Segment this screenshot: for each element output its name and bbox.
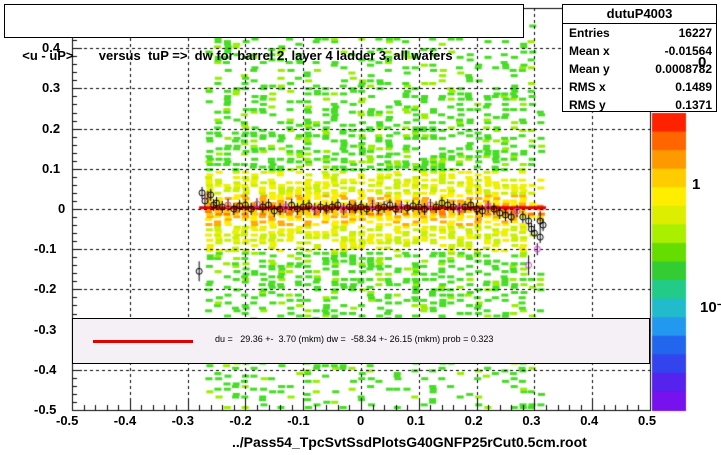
x-tick-label: -0.5 bbox=[56, 413, 79, 428]
stats-row-mean-x: Mean x -0.01564 bbox=[563, 42, 716, 60]
x-tick-label: -0.2 bbox=[229, 413, 252, 428]
x-axis-label: ../Pass54_TpcSvtSsdPlotsG40GNFP25rCut0.5… bbox=[232, 434, 587, 450]
stats-box: dutuP4003 Entries 16227 Mean x -0.01564 … bbox=[562, 4, 717, 112]
y-tick-label: -0.5 bbox=[34, 402, 57, 417]
x-tick-label: 0.5 bbox=[638, 413, 657, 428]
stats-value: 16227 bbox=[678, 26, 712, 40]
stats-value: 0.0008782 bbox=[655, 62, 712, 76]
x-tick-label: 0.3 bbox=[522, 413, 541, 428]
colorbar-label-01: 10⁻¹ bbox=[700, 299, 721, 316]
stats-value: 0.1371 bbox=[675, 98, 712, 112]
y-tick-label: 0.1 bbox=[42, 160, 61, 176]
x-tick-label: -0.1 bbox=[287, 413, 310, 428]
colorbar-top-label: 0 bbox=[698, 54, 707, 71]
x-tick-label: 0 bbox=[357, 413, 365, 428]
y-tick-label: 0.2 bbox=[42, 120, 61, 136]
stats-row-rms-x: RMS x 0.1489 bbox=[563, 78, 716, 96]
colorbar-label-1: 1 bbox=[692, 176, 701, 193]
stats-row-rms-y: RMS y 0.1371 bbox=[563, 96, 716, 114]
x-tick-label: -0.4 bbox=[113, 413, 137, 428]
fit-legend-box: du = 29.36 +- 3.70 (mkm) dw = -58.34 +- … bbox=[72, 318, 650, 364]
stats-value: -0.01564 bbox=[664, 44, 712, 58]
x-tick-label: 0.1 bbox=[406, 413, 425, 428]
y-tick-label: -0.1 bbox=[34, 241, 57, 257]
fit-line-swatch bbox=[93, 340, 193, 343]
stats-row-mean-y: Mean y 0.0008782 bbox=[563, 60, 716, 78]
chart-title: <u - uP> versus tuP => dw for barrel 2, … bbox=[4, 4, 524, 63]
y-tick-label: -0.4 bbox=[34, 361, 57, 377]
fit-result-text: du = 29.36 +- 3.70 (mkm) dw = -58.34 +- … bbox=[215, 334, 494, 344]
stats-label: Mean x bbox=[569, 44, 610, 58]
x-tick-label: 0.4 bbox=[580, 413, 599, 428]
y-tick-label: 0 bbox=[58, 201, 66, 216]
stats-label: Mean y bbox=[569, 62, 610, 76]
stats-value: 0.1489 bbox=[675, 80, 712, 94]
y-tick-label: -0.2 bbox=[34, 281, 57, 297]
stats-label: RMS y bbox=[569, 98, 606, 112]
x-tick-label: 0.2 bbox=[464, 413, 483, 428]
stats-name: dutuP4003 bbox=[563, 5, 716, 24]
x-tick-label: -0.3 bbox=[171, 413, 194, 428]
y-tick-label: 0.4 bbox=[42, 40, 60, 55]
y-tick-label: -0.3 bbox=[34, 321, 57, 337]
y-tick-label: 0.3 bbox=[42, 80, 61, 96]
chart-title-text: <u - uP> versus tuP => dw for barrel 2, … bbox=[22, 48, 453, 63]
stats-label: Entries bbox=[569, 26, 610, 40]
stats-label: RMS x bbox=[569, 80, 606, 94]
stats-row-entries: Entries 16227 bbox=[563, 24, 716, 42]
